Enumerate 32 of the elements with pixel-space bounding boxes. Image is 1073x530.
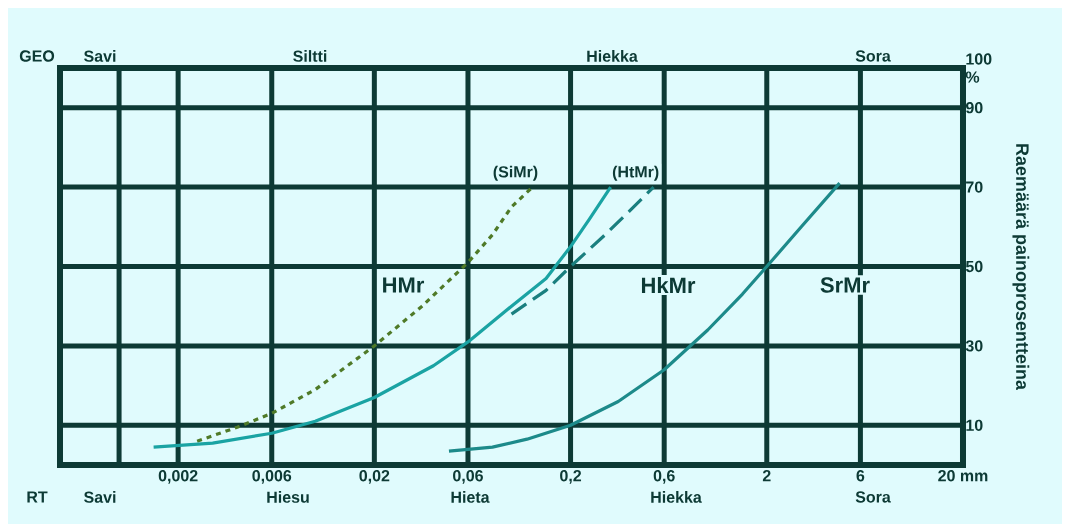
text: Sora (855, 491, 891, 503)
x-tick-label: 0,2 (560, 470, 582, 484)
text: Sora (855, 50, 891, 62)
text: Hiesu (267, 491, 309, 503)
x-tick-label: 0,002 (158, 470, 198, 484)
text: GEO (19, 50, 55, 62)
text: Hiekka (651, 491, 702, 503)
y-tick-label: 10 (966, 419, 983, 431)
annotation: SrMr (820, 277, 870, 293)
text: RT (27, 491, 48, 503)
x-tick-label: 0,06 (453, 470, 483, 484)
text: Savi (84, 50, 116, 62)
annotation: HkMr (641, 277, 696, 293)
text: Hieta (451, 491, 490, 503)
x-tick-label: 0,006 (252, 470, 292, 484)
y-tick-label: 100 % (965, 53, 992, 83)
text: Siltti (293, 50, 327, 62)
x-tick-label: 20 mm (938, 470, 988, 482)
text: Savi (84, 491, 116, 503)
series-label: (SiMr) (493, 165, 538, 181)
x-tick-label: 6 (856, 470, 865, 482)
annotation: HMr (383, 277, 425, 293)
series-label: (HtMr) (612, 165, 659, 181)
text: Hiekka (587, 50, 638, 62)
x-tick-label: 2 (762, 470, 771, 482)
y-tick-label: 50 (965, 260, 983, 273)
x-tick-label: 0,6 (653, 470, 675, 484)
y-tick-label: 90 (965, 102, 983, 114)
y-tick-label: 30 (965, 340, 983, 352)
y-tick-label: 70 (966, 181, 983, 193)
y-axis-title: Raemäärä painoprosentteina (1012, 144, 1030, 391)
x-tick-label: 0,02 (359, 470, 390, 484)
